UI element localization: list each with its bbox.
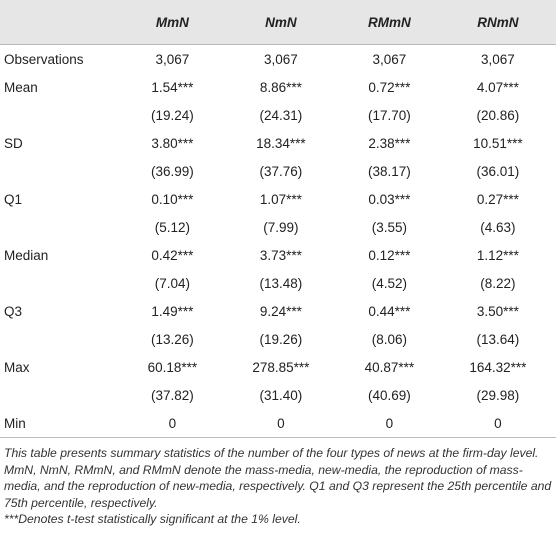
- cell: (37.76): [259, 163, 303, 179]
- table-row: Mean 1.54*** 8.86*** 0.72*** 4.07***: [0, 73, 556, 101]
- cell: (7.04): [154, 275, 191, 291]
- cell: 2.38***: [368, 135, 411, 151]
- cell: 9.24***: [259, 303, 302, 319]
- cell: (20.86): [476, 107, 520, 123]
- note: ***Denotes t-test statistically signific…: [4, 512, 301, 526]
- summary-table: MmN NmN RMmN RNmN Observations 3,067 3,067 3,0…: [0, 0, 556, 438]
- row-label: [0, 213, 122, 241]
- cell: (37.82): [151, 387, 194, 403]
- cell: (5.12): [154, 219, 191, 235]
- cell: (13.26): [151, 331, 194, 347]
- row-label: Observations: [4, 51, 84, 67]
- cell: 3,067: [481, 51, 515, 67]
- cell: (29.98): [476, 387, 520, 403]
- cell: (36.99): [151, 163, 194, 179]
- cell: (13.48): [259, 275, 303, 291]
- cell: 0.03***: [368, 191, 411, 207]
- table-notes: This table presents summary statistics o…: [0, 438, 556, 528]
- table-row: (5.12) (7.99) (3.55) (4.63): [0, 213, 556, 241]
- cell: 3,067: [372, 51, 407, 67]
- cell: (31.40): [259, 387, 303, 403]
- column-header: NmN: [222, 0, 339, 45]
- column-header: MmN: [122, 0, 223, 45]
- header-corner: [0, 0, 122, 45]
- row-label: Q1: [4, 191, 23, 207]
- table-row: (36.99) (37.76) (38.17) (36.01): [0, 157, 556, 185]
- cell: 0.42***: [151, 247, 194, 263]
- cell: 0: [122, 409, 223, 438]
- cell: 4.07***: [476, 79, 519, 95]
- cell: (7.99): [263, 219, 299, 235]
- cell: (17.70): [368, 107, 411, 123]
- cell: (19.26): [259, 331, 303, 347]
- table-row: (13.26) (19.26) (8.06) (13.64): [0, 325, 556, 353]
- cell: 60.18***: [147, 359, 198, 375]
- cell: 18.34***: [256, 135, 306, 151]
- table-row: Observations 3,067 3,067 3,067 3,067: [0, 45, 556, 74]
- row-label: Q3: [4, 303, 23, 319]
- cell: 164.32***: [469, 359, 527, 375]
- column-header: RNmN: [439, 0, 556, 45]
- cell: 3,067: [264, 51, 298, 67]
- cell: 0.10***: [151, 191, 194, 207]
- cell: (13.64): [476, 331, 520, 347]
- row-label: [0, 381, 122, 409]
- cell: (8.06): [371, 331, 408, 347]
- row-label: Median: [4, 247, 49, 263]
- cell: 0: [222, 409, 339, 438]
- table-body: Observations 3,067 3,067 3,067 3,067 Mean 1.54…: [0, 45, 556, 438]
- cell: 1.49***: [151, 303, 194, 319]
- cell: 3.80***: [151, 135, 194, 151]
- cell: (4.52): [371, 275, 408, 291]
- table-row: (37.82) (31.40) (40.69) (29.98): [0, 381, 556, 409]
- cell: 1.07***: [259, 191, 302, 207]
- row-label: Min: [0, 409, 122, 438]
- cell: 40.87***: [364, 359, 415, 375]
- cell: (3.55): [371, 219, 408, 235]
- cell: 8.86***: [259, 79, 302, 95]
- row-label: [0, 157, 122, 185]
- cell: 0: [439, 409, 556, 438]
- cell: (40.69): [368, 387, 411, 403]
- header-row: MmN NmN RMmN RNmN: [0, 0, 556, 45]
- table-row: Q3 1.49*** 9.24*** 0.44*** 3.50***: [0, 297, 556, 325]
- table-row: Min 0 0 0 0: [0, 409, 556, 438]
- cell: (38.17): [368, 163, 411, 179]
- row-label: [0, 325, 122, 353]
- table-row: (7.04) (13.48) (4.52) (8.22): [0, 269, 556, 297]
- cell: (19.24): [151, 107, 194, 123]
- cell: (8.22): [480, 275, 516, 291]
- cell: 0.27***: [476, 191, 519, 207]
- cell: 0.72***: [368, 79, 411, 95]
- column-header: RMmN: [338, 0, 440, 45]
- table-row: SD 3.80*** 18.34*** 2.38*** 10.51***: [0, 129, 556, 157]
- cell: 10.51***: [473, 135, 523, 151]
- cell: (36.01): [476, 163, 520, 179]
- row-label: Mean: [4, 79, 38, 95]
- table-row: Median 0.42*** 3.73*** 0.12*** 1.12***: [0, 241, 556, 269]
- cell: 278.85***: [252, 359, 310, 375]
- cell: 0.44***: [368, 303, 411, 319]
- cell: 3,067: [155, 51, 190, 67]
- cell: (4.63): [480, 219, 516, 235]
- cell: 1.54***: [151, 79, 194, 95]
- table-row: (19.24) (24.31) (17.70) (20.86): [0, 101, 556, 129]
- cell: 3.50***: [476, 303, 519, 319]
- cell: (24.31): [259, 107, 303, 123]
- table-row: Q1 0.10*** 1.07*** 0.03*** 0.27***: [0, 185, 556, 213]
- cell: 0: [338, 409, 440, 438]
- row-label: [0, 101, 122, 129]
- row-label: SD: [4, 135, 23, 151]
- table-header: MmN NmN RMmN RNmN: [0, 0, 556, 45]
- cell: 1.12***: [476, 247, 519, 263]
- cell: 3.73***: [259, 247, 302, 263]
- cell: 0.12***: [368, 247, 411, 263]
- note: This table presents summary statistics o…: [4, 446, 552, 510]
- table-row: Max 60.18*** 278.85*** 40.87*** 164.32***: [0, 353, 556, 381]
- row-label: [0, 269, 122, 297]
- row-label: Max: [4, 359, 30, 375]
